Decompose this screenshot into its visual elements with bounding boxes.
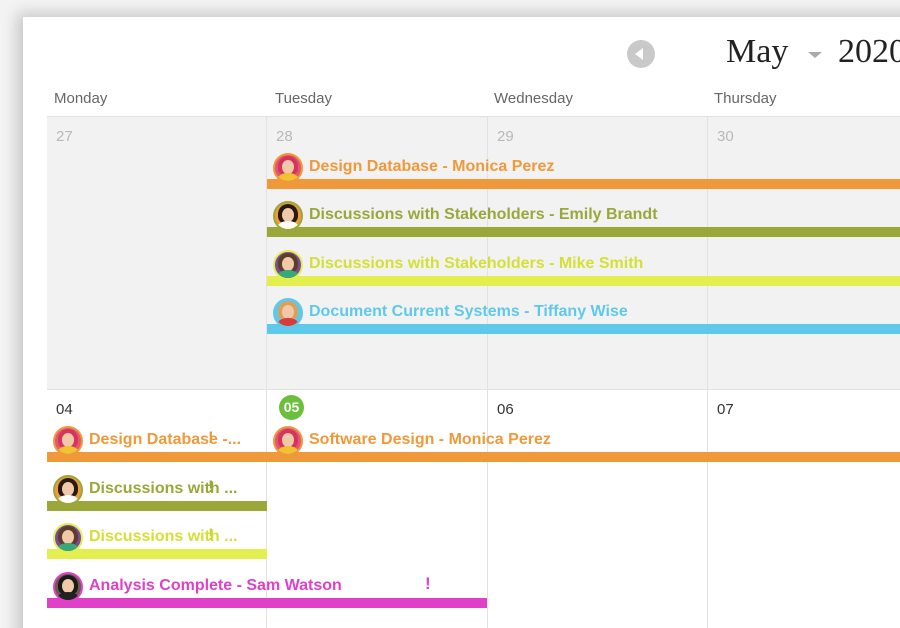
date-number: 29: [497, 128, 514, 145]
date-number: 04: [56, 401, 73, 418]
event-item[interactable]: Software Design - Monica Perez: [267, 426, 900, 462]
event-bar: [267, 227, 900, 237]
event-item[interactable]: Document Current Systems - Tiffany Wise: [267, 298, 900, 334]
day-cell[interactable]: 07: [708, 390, 900, 628]
year-label: 2020: [838, 33, 900, 70]
day-cell[interactable]: 30: [708, 117, 900, 389]
day-cell[interactable]: 28: [267, 117, 488, 389]
day-header-monday: Monday: [54, 90, 108, 107]
event-bar: [267, 324, 900, 334]
event-title: Analysis Complete - Sam Watson: [89, 577, 342, 594]
month-label[interactable]: May: [726, 33, 789, 70]
avatar: [273, 201, 303, 231]
date-number: 28: [276, 128, 293, 145]
event-title: Discussions with Stakeholders - Mike Smi…: [309, 255, 644, 272]
event-item[interactable]: Analysis Complete - Sam Watson!: [47, 572, 487, 608]
avatar: [53, 426, 83, 456]
caret-down-icon[interactable]: [808, 52, 822, 58]
day-cell[interactable]: [267, 390, 488, 628]
day-header-thursday: Thursday: [714, 90, 777, 107]
date-number: 30: [717, 128, 734, 145]
day-cell[interactable]: 27: [47, 117, 267, 389]
avatar: [273, 250, 303, 280]
event-title: Discussions with ...: [89, 528, 238, 545]
date-number: 07: [717, 401, 734, 418]
event-item[interactable]: Design Database -...!: [47, 426, 267, 462]
exclamation-icon: !: [425, 574, 431, 593]
event-title: Design Database - Monica Perez: [309, 158, 555, 175]
event-bar: [47, 549, 267, 559]
exclamation-icon: !: [208, 428, 214, 447]
event-bar: [47, 452, 267, 462]
exclamation-icon: !: [208, 477, 214, 496]
event-bar: [267, 179, 900, 189]
event-title: Software Design - Monica Perez: [309, 431, 551, 448]
today-date-badge: 05: [279, 395, 304, 420]
event-bar: [267, 452, 900, 462]
avatar: [273, 298, 303, 328]
event-title: Discussions with ...: [89, 480, 238, 497]
avatar: [273, 426, 303, 456]
avatar: [53, 523, 83, 553]
event-title: Document Current Systems - Tiffany Wise: [309, 303, 628, 320]
avatar: [53, 475, 83, 505]
day-cell[interactable]: 29: [488, 117, 708, 389]
event-title: Discussions with Stakeholders - Emily Br…: [309, 206, 658, 223]
previous-month-button[interactable]: [627, 40, 655, 68]
avatar: [53, 572, 83, 602]
day-header-tuesday: Tuesday: [275, 90, 332, 107]
day-header-wednesday: Wednesday: [494, 90, 573, 107]
date-number: 06: [497, 401, 514, 418]
avatar: [273, 153, 303, 183]
event-bar: [267, 276, 900, 286]
event-title: Design Database -...: [89, 431, 242, 448]
event-item[interactable]: Design Database - Monica Perez: [267, 153, 900, 189]
date-number: 27: [56, 128, 73, 145]
event-item[interactable]: Discussions with ...!: [47, 475, 267, 511]
exclamation-icon: !: [208, 525, 214, 544]
event-item[interactable]: Discussions with ...!: [47, 523, 267, 559]
event-bar: [47, 501, 267, 511]
event-bar: [47, 598, 487, 608]
week-row: 27 28 29 30: [47, 116, 900, 389]
event-item[interactable]: Discussions with Stakeholders - Mike Smi…: [267, 250, 900, 286]
day-cell[interactable]: 06: [488, 390, 708, 628]
event-item[interactable]: Discussions with Stakeholders - Emily Br…: [267, 201, 900, 237]
